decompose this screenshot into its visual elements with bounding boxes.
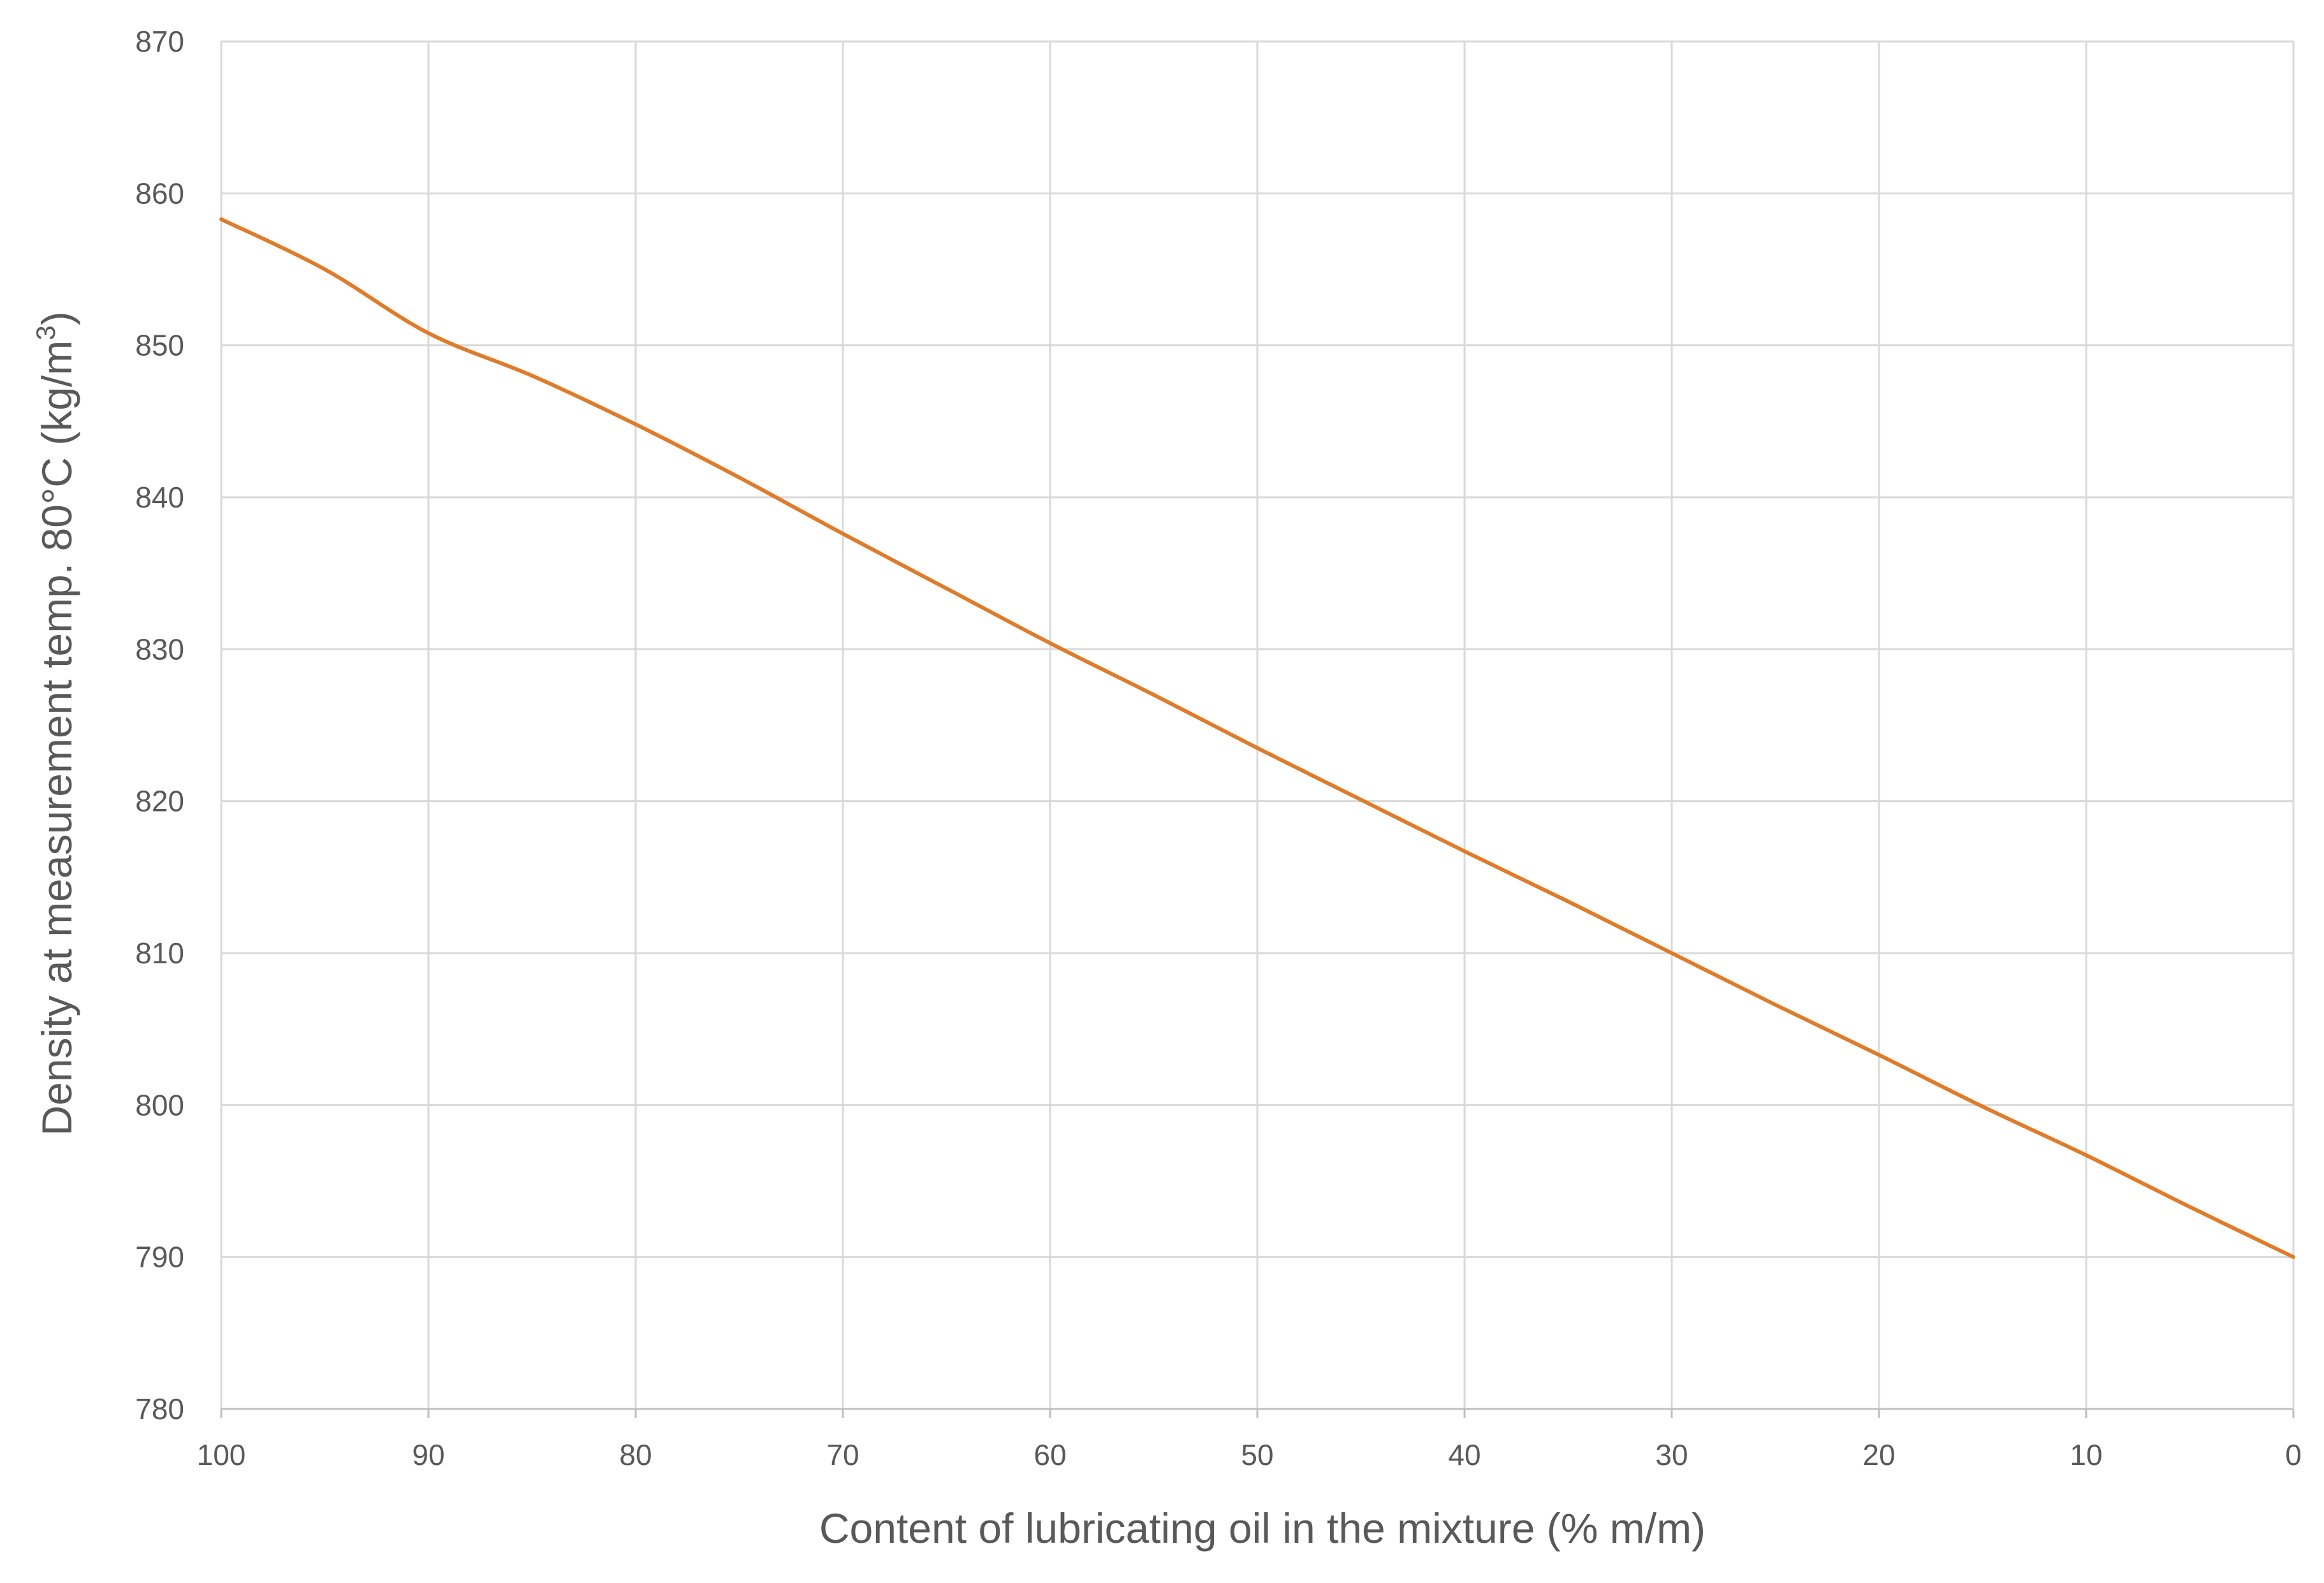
x-tick-label: 70	[826, 1438, 859, 1471]
x-tick-label: 50	[1241, 1438, 1273, 1471]
x-tick-label: 100	[197, 1438, 246, 1471]
grid-layer	[220, 40, 2295, 1409]
x-tick-label: 60	[1034, 1438, 1066, 1471]
y-tick-label: 790	[135, 1241, 184, 1274]
y-axis-title-closing: )	[33, 311, 80, 325]
x-tick-label: 10	[2070, 1438, 2102, 1471]
x-axis-title: Content of lubricating oil in the mixtur…	[819, 1505, 1706, 1552]
y-tick-label: 800	[135, 1088, 184, 1121]
y-tick-label: 810	[135, 937, 184, 970]
x-tick-label: 90	[412, 1438, 444, 1471]
x-tick-label: 0	[2285, 1438, 2302, 1471]
y-tick-label: 850	[135, 329, 184, 362]
y-axis-title: Density at measurement temp. 80°C (kg/m3…	[31, 311, 80, 1135]
y-tick-label: 830	[135, 632, 184, 666]
y-axis-title-main: Density at measurement temp. 80°C (kg/m	[33, 340, 80, 1136]
y-tick-label: 840	[135, 481, 184, 514]
density-series-line	[219, 217, 2295, 1259]
x-tick-label: 40	[1448, 1438, 1480, 1471]
x-tick-label: 20	[1862, 1438, 1895, 1471]
y-tick-label: 860	[135, 177, 184, 210]
y-tick-label: 870	[135, 25, 184, 58]
x-tick-label: 30	[1655, 1438, 1688, 1471]
x-tick-labels: 100 90 80 70 60 50 40 30 20 10 0	[197, 1438, 2302, 1471]
series-layer	[219, 217, 2295, 1259]
y-tick-label: 820	[135, 785, 184, 818]
x-tick-label: 80	[619, 1438, 652, 1471]
y-tick-label: 780	[135, 1392, 184, 1426]
y-tick-labels: 870 860 850 840 830 820 810 800 790 780	[135, 25, 184, 1426]
axis-layer	[220, 1408, 2295, 1418]
y-axis-title-superscript: 3	[31, 325, 61, 340]
